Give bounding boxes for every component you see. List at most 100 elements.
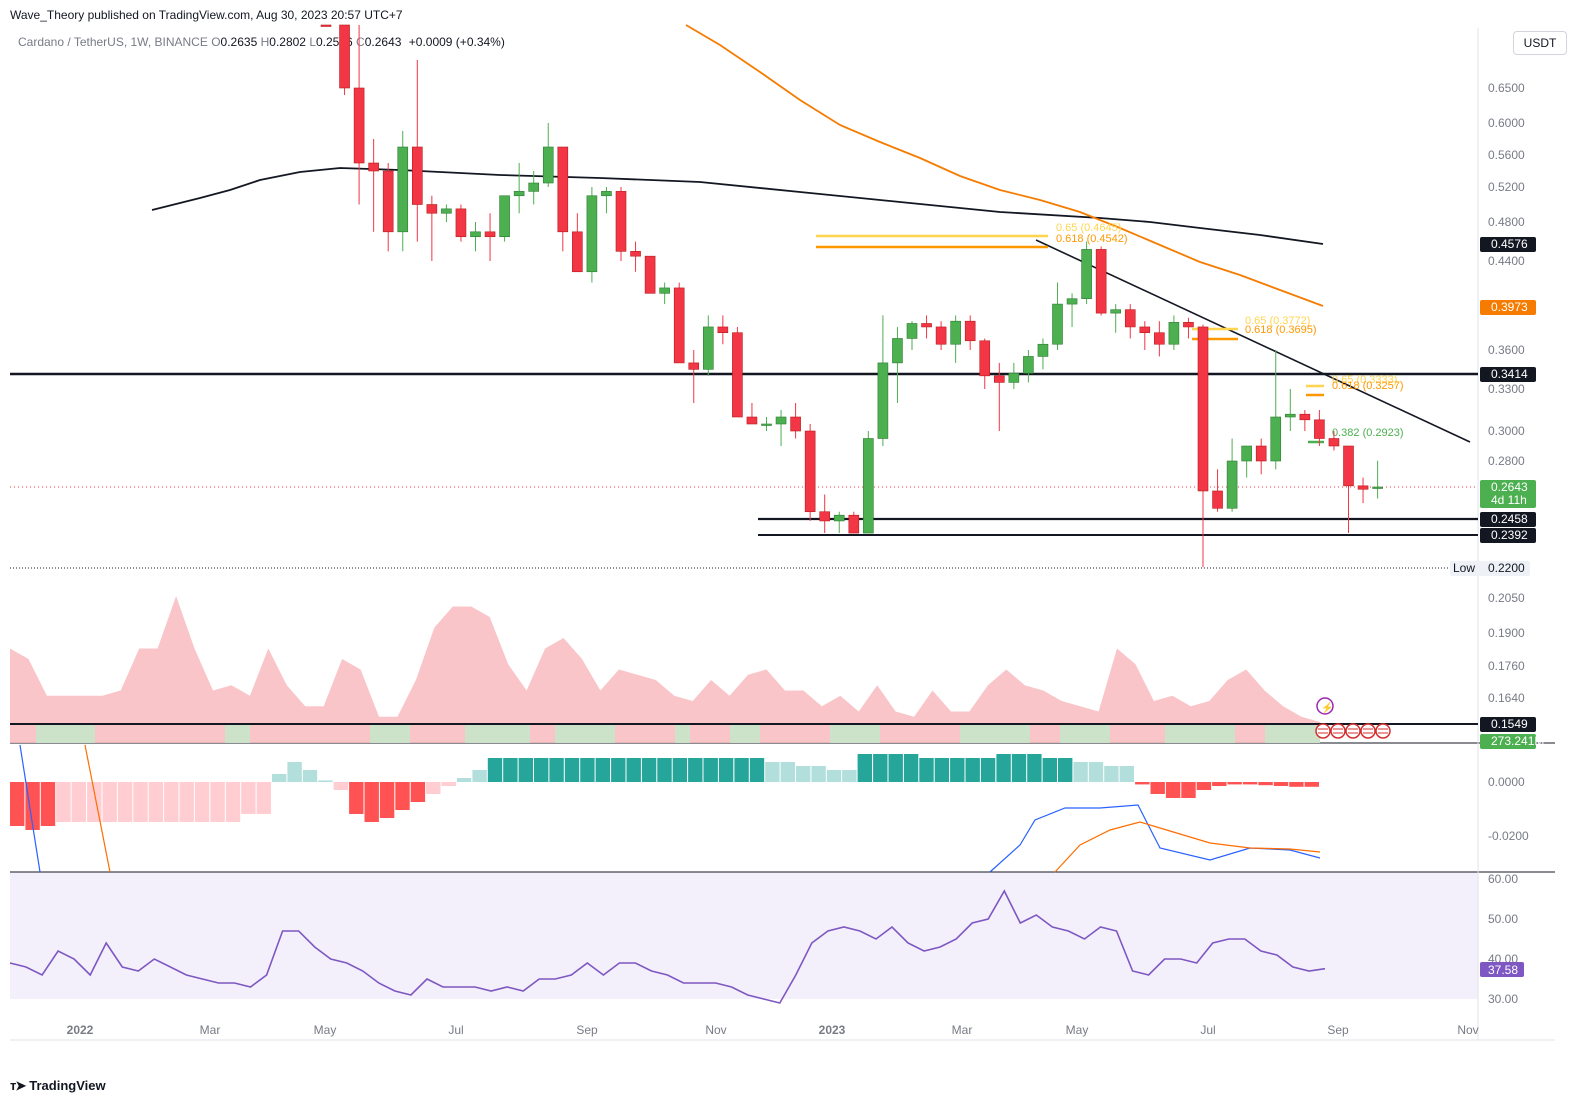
candle-body — [513, 191, 525, 197]
price-tag-text: 0.4576 — [1491, 237, 1528, 251]
macd-histogram-bar — [225, 782, 241, 822]
candle-body — [411, 146, 423, 205]
candle-body — [775, 416, 787, 425]
volume-green-segment — [1060, 723, 1110, 743]
candle-body — [441, 208, 452, 214]
us-flag-event-icon[interactable] — [1360, 723, 1376, 739]
price-axis-tick: 0.1640 — [1488, 691, 1525, 705]
price-axis-tick: 0.2050 — [1488, 591, 1525, 605]
close-label: C — [356, 35, 365, 49]
candle-body — [790, 416, 801, 432]
macd-histogram-bar — [241, 782, 256, 814]
candle-body — [935, 326, 947, 345]
high-label: H — [260, 35, 270, 49]
macd-histogram-bar — [749, 758, 765, 782]
price-tag-bg — [1480, 528, 1536, 543]
currency-button[interactable]: USDT — [1513, 31, 1567, 55]
time-axis-tick: Jul — [448, 1023, 463, 1037]
macd-histogram-bar — [56, 782, 71, 822]
macd-histogram-bar — [1042, 758, 1057, 782]
fib-label: 0.65 (0.4645) — [1056, 222, 1121, 234]
rsi-line — [9, 889, 1326, 1004]
high-value: 0.2802 — [269, 35, 306, 49]
candle-body — [761, 423, 772, 426]
us-flag-event-icon[interactable] — [1375, 723, 1391, 739]
price-axis-tick: 0.5600 — [1488, 148, 1525, 162]
time-axis-tick: Sep — [1327, 1023, 1349, 1037]
candle-body — [819, 511, 831, 522]
candle-body — [382, 170, 394, 233]
macd-histogram-bar — [564, 758, 580, 782]
macd-histogram-bar — [102, 782, 117, 822]
macd-histogram-bar — [364, 782, 379, 822]
time-axis-tick: 2022 — [67, 1023, 94, 1037]
macd-histogram-bar — [25, 782, 40, 830]
macd-histogram-bar — [996, 754, 1011, 782]
volume-green-segment — [370, 723, 410, 743]
rsi-value-tag: 37.58 — [1488, 963, 1518, 977]
macd-histogram-bar — [611, 758, 626, 782]
volume-green-segment — [1265, 723, 1320, 743]
symbol-name[interactable]: Cardano / TetherUS, 1W, BINANCE — [18, 35, 208, 49]
candle-body — [921, 323, 932, 328]
candle-body — [1052, 303, 1063, 345]
candle-body — [1314, 419, 1325, 439]
candle-body — [1197, 326, 1209, 492]
macd-histogram-bar — [1181, 782, 1196, 798]
moving-average-line — [151, 167, 1324, 245]
candle-body — [572, 231, 583, 273]
price-tag-bg — [1480, 237, 1536, 252]
price-tag-bg — [1480, 367, 1536, 382]
price-tag-text: 0.2458 — [1491, 512, 1528, 526]
macd-histogram-bar — [888, 754, 903, 782]
candle-body — [426, 204, 438, 214]
candle-body — [950, 320, 961, 345]
candle-body — [804, 430, 816, 513]
candle-body — [1357, 485, 1369, 490]
volume-green-segment — [1165, 723, 1235, 743]
macd-histogram-bar — [10, 782, 25, 826]
lightning-icon[interactable] — [1316, 697, 1334, 715]
candle-body — [455, 208, 467, 238]
candle-body — [1372, 486, 1383, 489]
macd-line-left — [19, 744, 41, 873]
candle-body — [397, 146, 409, 233]
tradingview-footer[interactable]: ᴛ➤ TradingView — [10, 1078, 106, 1094]
macd-histogram-bar — [1150, 782, 1165, 794]
fib-label: 0.618 (0.3695) — [1245, 324, 1317, 336]
candle-body — [659, 287, 670, 294]
candle-body — [586, 195, 598, 273]
volume-green-segment — [960, 723, 1030, 743]
price-tag-bg — [1480, 717, 1536, 732]
time-axis-tick: Nov — [1457, 1023, 1478, 1037]
candle-body — [993, 375, 1005, 383]
macd-histogram-bar — [903, 754, 919, 782]
lightning-glyph: ⚡ — [1321, 701, 1333, 714]
macd-histogram-bar — [873, 754, 888, 782]
candle-body — [702, 326, 714, 370]
volume-green-segment — [730, 723, 760, 743]
us-flag-event-icon[interactable] — [1345, 723, 1361, 739]
candle-body — [1168, 322, 1180, 345]
macd-histogram-bar — [503, 758, 518, 782]
macd-histogram-bar — [1273, 782, 1289, 786]
chart-canvas[interactable]: 0.65 (0.4645)0.618 (0.4542) 0.65 (0.3772)… — [0, 0, 1595, 1075]
us-flag-event-icon[interactable] — [1330, 723, 1346, 739]
macd-histogram-bar — [1196, 782, 1212, 790]
time-axis-tick: Nov — [705, 1023, 726, 1037]
time-axis-tick: Jul — [1200, 1023, 1215, 1037]
us-flag-event-icon[interactable] — [1315, 723, 1331, 739]
rsi-axis-tick: 30.00 — [1488, 992, 1518, 1006]
macd-histogram-bar — [302, 770, 318, 782]
macd-histogram-bar — [1088, 762, 1104, 782]
candle-body — [1255, 445, 1267, 462]
macd-histogram-bar — [626, 758, 641, 782]
time-axis-tick: Mar — [200, 1023, 221, 1037]
candle-body — [339, 24, 350, 89]
macd-histogram-bar — [1027, 754, 1042, 782]
macd-histogram-bar — [857, 754, 872, 782]
macd-histogram-bar — [40, 782, 56, 826]
candle-body — [1183, 322, 1194, 328]
candle-body — [528, 182, 540, 192]
macd-histogram-bar — [842, 770, 857, 782]
